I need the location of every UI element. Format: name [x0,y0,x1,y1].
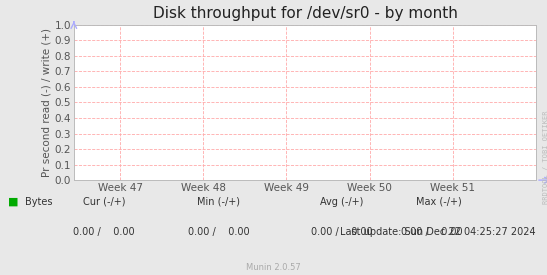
Text: 0.00 /    0.00: 0.00 / 0.00 [311,227,373,237]
Title: Disk throughput for /dev/sr0 - by month: Disk throughput for /dev/sr0 - by month [153,6,457,21]
Text: 0.00 /    0.00: 0.00 / 0.00 [73,227,135,237]
Text: Last update: Sun Dec 22 04:25:27 2024: Last update: Sun Dec 22 04:25:27 2024 [340,227,536,237]
Text: Max (-/+): Max (-/+) [416,197,462,207]
Text: Avg (-/+): Avg (-/+) [320,197,364,207]
Text: RRDTOOL / TOBI OETIKER: RRDTOOL / TOBI OETIKER [543,110,547,204]
Text: 0.00 /    0.00: 0.00 / 0.00 [188,227,249,237]
Text: Munin 2.0.57: Munin 2.0.57 [246,263,301,272]
Text: Min (-/+): Min (-/+) [197,197,240,207]
Text: Cur (-/+): Cur (-/+) [83,197,125,207]
Text: 0.00 /    0.00: 0.00 / 0.00 [400,227,462,237]
Text: Bytes: Bytes [25,197,52,207]
Text: ■: ■ [8,197,19,207]
Y-axis label: Pr second read (-) / write (+): Pr second read (-) / write (+) [42,28,52,177]
